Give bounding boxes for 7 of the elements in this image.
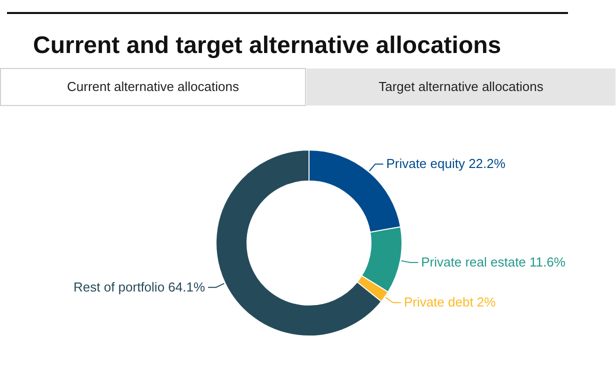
slice-label: Private real estate 11.6%	[421, 254, 566, 270]
chart-title: Current and target alternative allocations	[33, 32, 502, 59]
active-tab: Current alternative allocations	[0, 68, 306, 106]
slice-label: Private equity 22.2%	[386, 156, 506, 172]
tab: Target alternative allocations	[306, 68, 616, 106]
slice-label: Rest of portfolio 64.1%	[74, 279, 206, 294]
slice-label: Private debt 2%	[404, 294, 496, 310]
